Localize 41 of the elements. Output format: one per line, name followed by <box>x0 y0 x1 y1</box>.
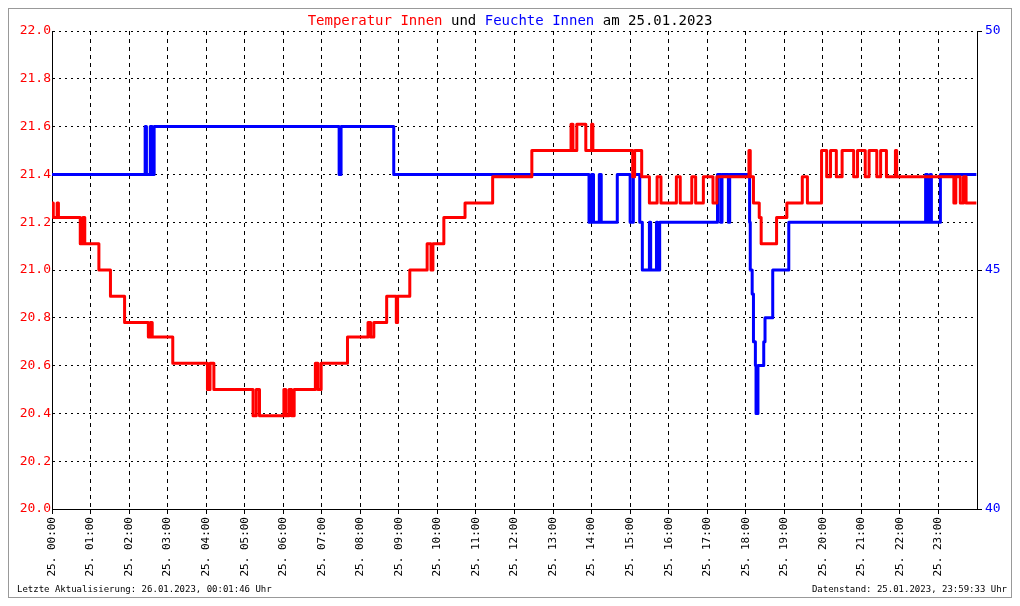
y2-tick-label: 45 <box>985 261 1001 277</box>
text: Datenstand: 25.01.2023, 23:59:33 Uhr <box>811 584 1007 595</box>
x-tick-label: 25. 06:00 <box>276 517 290 577</box>
x-tick-label: 25. 03:00 <box>160 517 174 577</box>
y2-tick-label: 40 <box>985 500 1001 516</box>
x-tick-label: 25. 11:00 <box>468 517 482 577</box>
y-tick-label: 22.0 <box>19 22 51 38</box>
x-tick-label: 25. 04:00 <box>199 517 213 577</box>
y-tick-label: 20.6 <box>19 356 51 372</box>
x-tick-label: 25. 20:00 <box>815 517 829 577</box>
x-tick-label: 25. 17:00 <box>700 517 714 577</box>
x-tick-label: 25. 16:00 <box>661 517 675 577</box>
x-tick-label: 25. 10:00 <box>430 517 444 577</box>
text: Letzte Aktualisierung: 26.01.2023, 00:01:46 Uhr <box>17 584 272 595</box>
x-tick-label: 25. 02:00 <box>121 517 135 577</box>
x-tick-label: 25. 22:00 <box>892 517 906 577</box>
x-tick-label: 25. 15:00 <box>622 517 636 577</box>
x-tick-label: 25. 01:00 <box>83 517 97 577</box>
x-tick-label: 25. 12:00 <box>507 517 521 577</box>
y-tick-label: 21.8 <box>19 70 51 86</box>
y-tick-label: 20.2 <box>19 452 51 468</box>
x-tick-label: 25. 18:00 <box>738 517 752 577</box>
y-tick-label: 21.4 <box>19 165 52 181</box>
x-tick-label: 25. 05:00 <box>237 517 251 577</box>
y-tick-label: 20.0 <box>19 500 51 516</box>
x-tick-label: 25. 13:00 <box>545 517 559 577</box>
chart-title: Temperatur Innen und Feuchte Innen am 25.01.2023 <box>307 12 713 28</box>
y-tick-label: 20.4 <box>19 404 52 420</box>
x-tick-label: 25. 09:00 <box>391 517 405 577</box>
x-tick-label: 25. 23:00 <box>931 517 945 577</box>
y-tick-label: 21.6 <box>19 117 51 133</box>
y-tick-label: 21.2 <box>19 213 51 229</box>
x-tick-label: 25. 19:00 <box>777 517 791 577</box>
x-tick-label: 25. 08:00 <box>353 517 367 577</box>
x-tick-label: 25. 00:00 <box>44 517 58 577</box>
x-tick-label: 25. 14:00 <box>584 517 598 577</box>
x-tick-label: 25. 21:00 <box>854 517 868 577</box>
x-tick-label: 25. 07:00 <box>314 517 328 577</box>
y-tick-label: 21.0 <box>19 261 51 277</box>
y2-tick-label: 50 <box>985 22 1001 38</box>
y-tick-label: 20.8 <box>19 309 51 325</box>
